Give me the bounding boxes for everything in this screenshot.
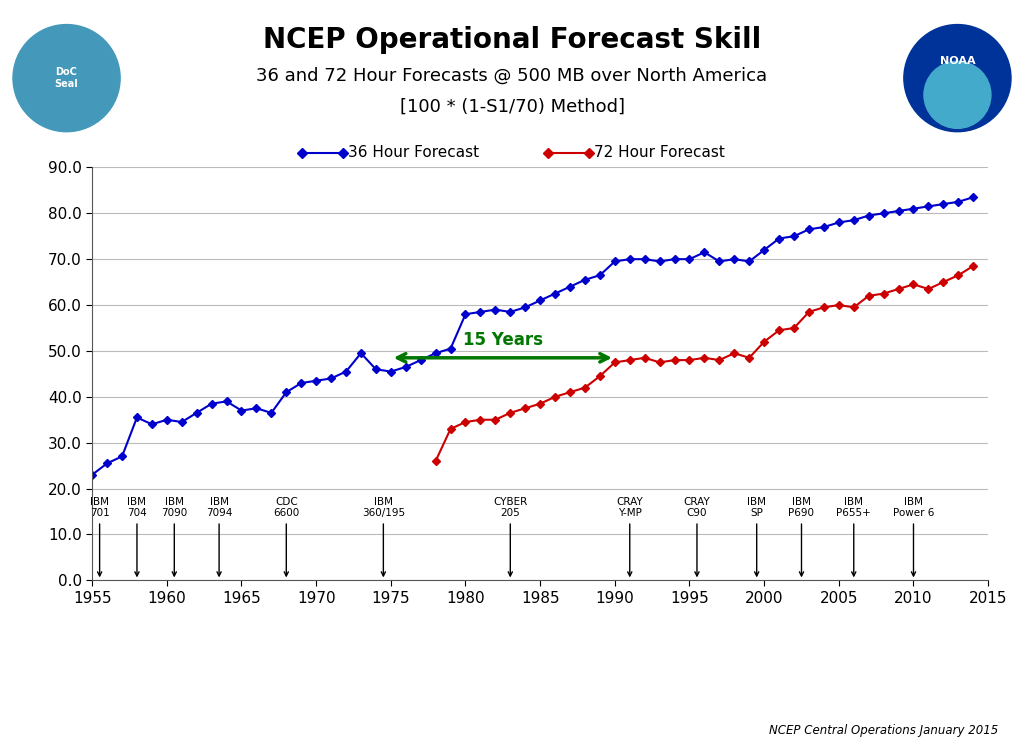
Text: IBM
P655+: IBM P655+ bbox=[837, 497, 871, 576]
Text: IBM
360/195: IBM 360/195 bbox=[361, 497, 404, 576]
Text: IBM
P690: IBM P690 bbox=[788, 497, 814, 576]
Text: DoC
Seal: DoC Seal bbox=[54, 67, 79, 89]
Text: NCEP Central Operations January 2015: NCEP Central Operations January 2015 bbox=[769, 724, 998, 737]
Text: IBM
7090: IBM 7090 bbox=[161, 497, 187, 576]
Text: IBM
SP: IBM SP bbox=[748, 497, 766, 576]
Text: 72 Hour Forecast: 72 Hour Forecast bbox=[594, 145, 725, 160]
Text: IBM
7094: IBM 7094 bbox=[206, 497, 232, 576]
Circle shape bbox=[13, 25, 120, 132]
Text: 36 Hour Forecast: 36 Hour Forecast bbox=[348, 145, 479, 160]
Circle shape bbox=[924, 62, 991, 129]
Text: IBM
Power 6: IBM Power 6 bbox=[893, 497, 934, 576]
Circle shape bbox=[904, 25, 1011, 132]
Text: CRAY
C90: CRAY C90 bbox=[684, 497, 711, 576]
Text: CDC
6600: CDC 6600 bbox=[273, 497, 299, 576]
Text: NOAA: NOAA bbox=[940, 57, 975, 66]
Text: CRAY
Y-MP: CRAY Y-MP bbox=[616, 497, 643, 576]
Text: 15 Years: 15 Years bbox=[463, 330, 543, 349]
Text: IBM
701: IBM 701 bbox=[90, 497, 110, 576]
Text: CYBER
205: CYBER 205 bbox=[494, 497, 527, 576]
Text: 36 and 72 Hour Forecasts @ 500 MB over North America: 36 and 72 Hour Forecasts @ 500 MB over N… bbox=[256, 67, 768, 85]
Text: IBM
704: IBM 704 bbox=[127, 497, 146, 576]
Text: [100 * (1-S1/70) Method]: [100 * (1-S1/70) Method] bbox=[399, 98, 625, 116]
Text: NCEP Operational Forecast Skill: NCEP Operational Forecast Skill bbox=[263, 26, 761, 54]
